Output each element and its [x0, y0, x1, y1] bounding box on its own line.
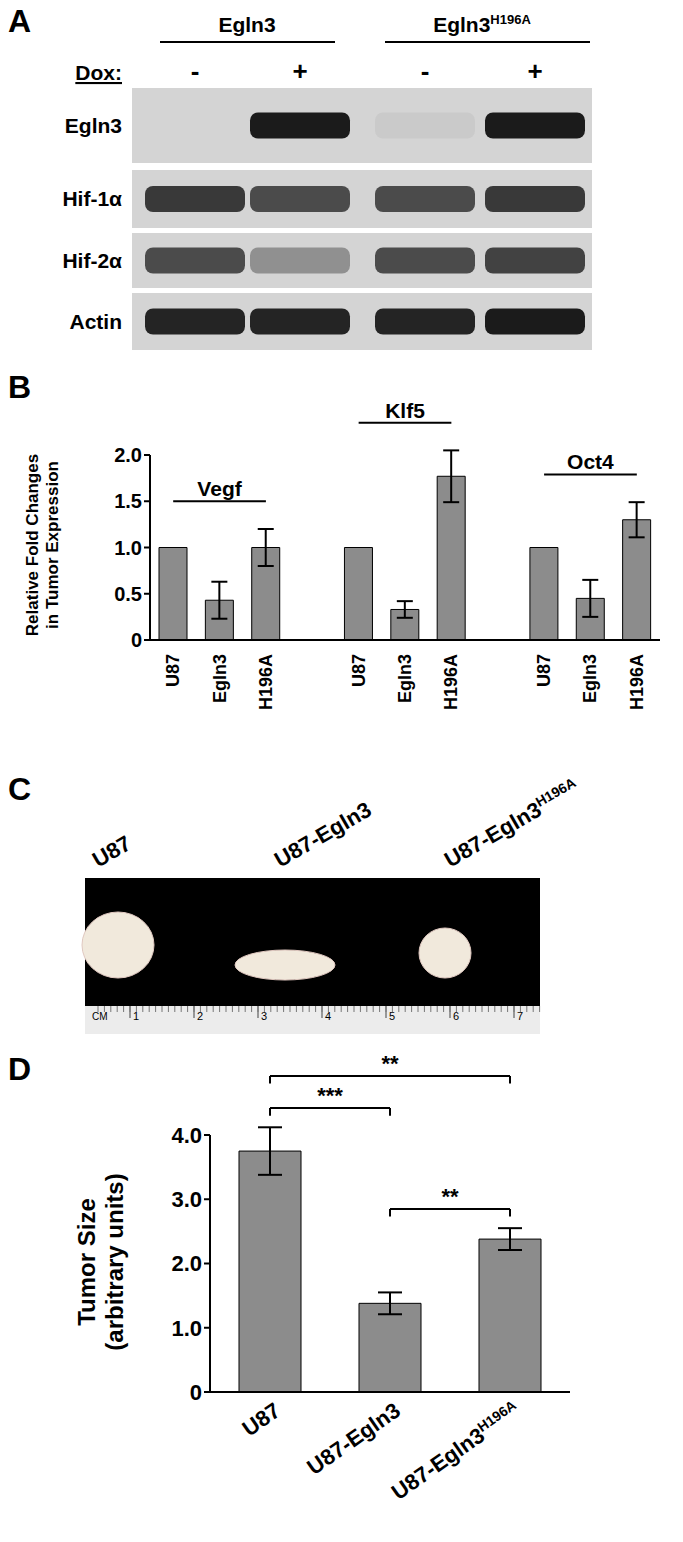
svg-text:H196A: H196A: [627, 654, 647, 710]
svg-text:+: +: [527, 56, 542, 86]
svg-text:4: 4: [325, 1010, 332, 1022]
svg-text:5: 5: [389, 1010, 396, 1022]
svg-text:1: 1: [133, 1010, 140, 1022]
svg-text:Egln3: Egln3: [395, 654, 415, 703]
svg-text:+: +: [292, 56, 307, 86]
svg-text:2: 2: [197, 1010, 204, 1022]
svg-text:-: -: [421, 56, 430, 86]
svg-text:U87: U87: [349, 654, 369, 687]
svg-text:H196A: H196A: [441, 654, 461, 710]
svg-text:***: ***: [317, 1083, 343, 1108]
svg-text:**: **: [441, 1184, 459, 1209]
svg-text:1.5: 1.5: [114, 490, 142, 512]
svg-text:2.0: 2.0: [171, 1251, 202, 1276]
svg-text:B: B: [8, 369, 31, 405]
svg-text:H196A: H196A: [256, 654, 276, 710]
svg-text:C: C: [8, 771, 31, 807]
svg-text:U87-Egln3H196A: U87-Egln3H196A: [386, 1397, 525, 1505]
svg-text:0.5: 0.5: [114, 583, 142, 605]
svg-text:Egln3: Egln3: [210, 654, 230, 703]
svg-text:Tumor Size(arbitrary units): Tumor Size(arbitrary units): [73, 1173, 128, 1350]
svg-text:Egln3H196A: Egln3H196A: [433, 12, 531, 36]
svg-text:1.0: 1.0: [114, 537, 142, 559]
svg-text:**: **: [381, 1051, 399, 1076]
svg-text:4.0: 4.0: [171, 1123, 202, 1148]
svg-text:Egln3: Egln3: [65, 114, 122, 137]
svg-text:D: D: [8, 1051, 31, 1087]
svg-text:A: A: [8, 3, 31, 39]
svg-text:U87: U87: [534, 654, 554, 687]
svg-text:Hif-1α: Hif-1α: [62, 187, 122, 210]
svg-text:Vegf: Vegf: [197, 477, 242, 500]
svg-text:Dox:: Dox:: [75, 61, 122, 84]
svg-text:Actin: Actin: [70, 310, 123, 333]
svg-text:7: 7: [517, 1010, 524, 1022]
svg-text:Hif-2α: Hif-2α: [62, 249, 122, 272]
svg-text:3.0: 3.0: [171, 1187, 202, 1212]
svg-text:Klf5: Klf5: [385, 399, 425, 422]
svg-text:6: 6: [453, 1010, 460, 1022]
svg-text:Egln3: Egln3: [218, 13, 275, 36]
svg-text:2.0: 2.0: [114, 444, 142, 466]
svg-text:Egln3: Egln3: [580, 654, 600, 703]
svg-text:U87: U87: [163, 654, 183, 687]
svg-text:0: 0: [131, 629, 142, 651]
svg-text:U87: U87: [88, 830, 135, 872]
svg-text:U87-Egln3: U87-Egln3: [302, 1398, 404, 1480]
svg-text:U87: U87: [237, 1398, 284, 1442]
svg-text:U87-Egln3H196A: U87-Egln3H196A: [440, 774, 584, 872]
svg-text:Oct4: Oct4: [567, 450, 614, 473]
svg-text:CM: CM: [92, 1011, 108, 1022]
svg-text:-: -: [191, 56, 200, 86]
svg-text:0: 0: [190, 1380, 202, 1405]
svg-text:Relative Fold Changesin Tumor: Relative Fold Changesin Tumor Expression: [23, 454, 62, 636]
svg-text:1.0: 1.0: [171, 1316, 202, 1341]
svg-text:U87-Egln3: U87-Egln3: [270, 797, 376, 872]
svg-text:3: 3: [261, 1010, 268, 1022]
